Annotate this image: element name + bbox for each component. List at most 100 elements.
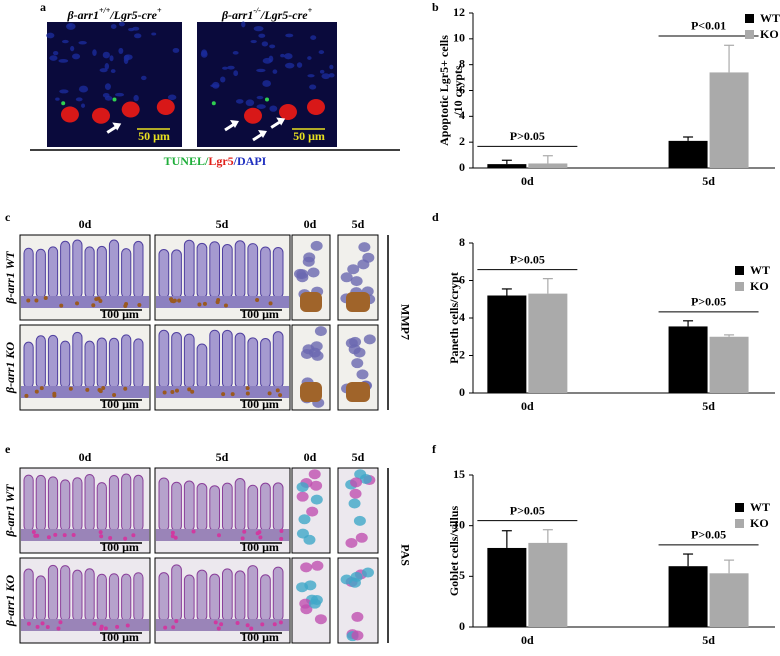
- villus: [47, 476, 59, 532]
- nucleus: [110, 24, 117, 30]
- villus: [96, 337, 107, 389]
- villus: [196, 569, 208, 622]
- scale-label: 100 μm: [101, 397, 139, 411]
- stain-dot: [171, 299, 176, 304]
- stain-dot: [34, 298, 39, 303]
- stain-dot: [190, 389, 195, 394]
- stain-part: TUNEL: [164, 154, 205, 168]
- nucleus: [328, 73, 335, 78]
- villus: [272, 482, 284, 532]
- villus: [47, 246, 59, 299]
- stain-dot: [267, 391, 272, 396]
- villus: [72, 331, 83, 389]
- bar: [709, 573, 749, 627]
- x-tick-label: 5d: [702, 399, 715, 413]
- bar: [528, 163, 568, 168]
- nucleus: [258, 33, 266, 38]
- y-tick-label: 4: [459, 310, 465, 324]
- nucleus: [80, 103, 86, 108]
- nucleus: [78, 40, 87, 45]
- villus: [260, 482, 271, 532]
- scale-label: 50 μm: [138, 129, 170, 143]
- villus: [247, 484, 259, 532]
- nucleus: [256, 95, 264, 100]
- nucleus: [167, 94, 177, 101]
- stain-dot: [278, 393, 283, 398]
- villus: [121, 334, 132, 389]
- cell: [303, 534, 316, 545]
- stain-dot: [268, 301, 273, 306]
- nucleus: [222, 66, 228, 70]
- y-axis-label: Goblet cells/villus: [447, 506, 461, 597]
- nucleus: [71, 53, 81, 60]
- arrow-head: [276, 117, 286, 126]
- tunel-dot: [265, 97, 269, 102]
- x-tick-label: 0d: [521, 399, 534, 413]
- legend-label: KO: [760, 27, 779, 41]
- villus: [171, 481, 182, 532]
- villus: [84, 568, 95, 622]
- nucleus: [309, 84, 317, 90]
- villus: [222, 329, 233, 389]
- nucleus: [52, 51, 59, 56]
- cell: [308, 469, 321, 480]
- panel-letter: d: [432, 210, 439, 224]
- stain-dot: [34, 389, 39, 394]
- nucleus: [220, 76, 226, 83]
- stain-dot: [242, 529, 247, 534]
- villus: [234, 332, 246, 389]
- villus: [183, 239, 195, 299]
- cell: [363, 334, 376, 345]
- cell: [345, 537, 358, 548]
- nucleus: [310, 35, 317, 40]
- mmp7-stain: [300, 382, 322, 402]
- stain-dot: [219, 622, 224, 627]
- villus: [158, 249, 170, 299]
- nucleus: [62, 39, 69, 44]
- cell: [351, 358, 364, 369]
- villus: [247, 337, 259, 389]
- cell: [361, 567, 374, 578]
- arrow-head: [258, 130, 267, 138]
- panel-letter: a: [40, 0, 46, 14]
- y-axis-label: /10 crypts: [451, 65, 465, 117]
- nucleus: [46, 32, 55, 39]
- villus: [247, 243, 259, 299]
- stain-dot: [177, 298, 182, 303]
- nucleus: [110, 69, 116, 74]
- arrow-head: [112, 122, 122, 131]
- legend-label: WT: [750, 263, 770, 277]
- villus: [247, 565, 259, 622]
- nucleus: [75, 97, 83, 102]
- villus: [183, 480, 195, 532]
- villus: [23, 474, 34, 532]
- title-part: +: [308, 6, 313, 15]
- crypt-base: [21, 296, 149, 308]
- tunel-dot: [61, 101, 66, 106]
- y-axis-label: Paneth cells/crypt: [447, 272, 461, 364]
- nucleus: [262, 80, 272, 87]
- nucleus: [134, 33, 142, 39]
- y-tick-label: 0: [459, 619, 465, 633]
- title-part: /Lgr5-cre: [109, 8, 157, 22]
- villus: [23, 341, 34, 389]
- nucleus: [104, 83, 111, 91]
- stain-part: /: [233, 154, 238, 168]
- nucleus: [250, 39, 257, 44]
- column-header: 5d: [216, 450, 229, 464]
- villus: [35, 575, 46, 622]
- column-header: 5d: [352, 217, 365, 231]
- scale-label: 100 μm: [101, 630, 139, 644]
- villus: [196, 242, 208, 299]
- stain-dot: [35, 624, 40, 629]
- x-tick-label: 0d: [521, 633, 534, 647]
- villus: [84, 246, 95, 299]
- cell: [362, 252, 375, 263]
- stain-dot: [99, 534, 104, 539]
- stain-dot: [245, 391, 250, 396]
- stain-dot: [230, 392, 235, 397]
- cell: [356, 369, 369, 380]
- stain-dot: [62, 533, 67, 538]
- column-header: 0d: [304, 450, 317, 464]
- villus: [196, 483, 208, 532]
